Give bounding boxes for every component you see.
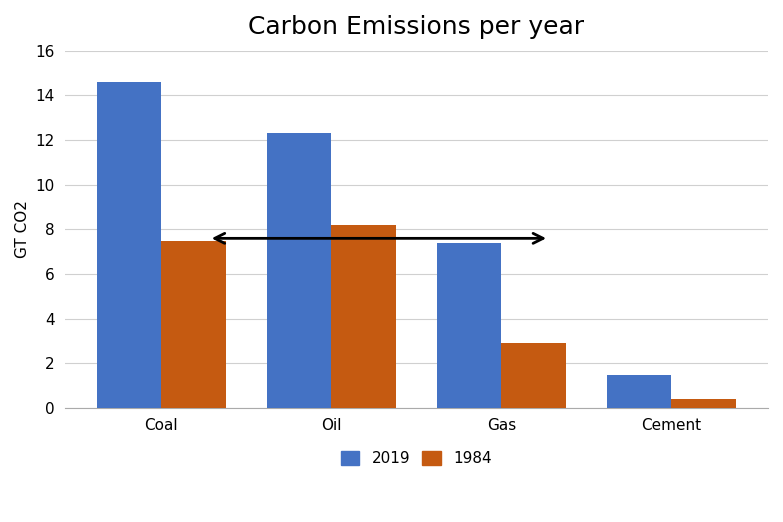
Bar xyxy=(331,225,396,408)
Bar xyxy=(437,243,501,408)
Legend: 2019, 1984: 2019, 1984 xyxy=(335,445,498,472)
Bar xyxy=(501,343,566,408)
Bar xyxy=(607,375,671,408)
Title: Carbon Emissions per year: Carbon Emissions per year xyxy=(248,15,584,39)
Bar xyxy=(161,241,226,408)
Y-axis label: GT CO2: GT CO2 xyxy=(15,200,30,258)
Bar xyxy=(96,82,161,408)
Bar xyxy=(671,399,736,408)
Bar xyxy=(267,133,331,408)
